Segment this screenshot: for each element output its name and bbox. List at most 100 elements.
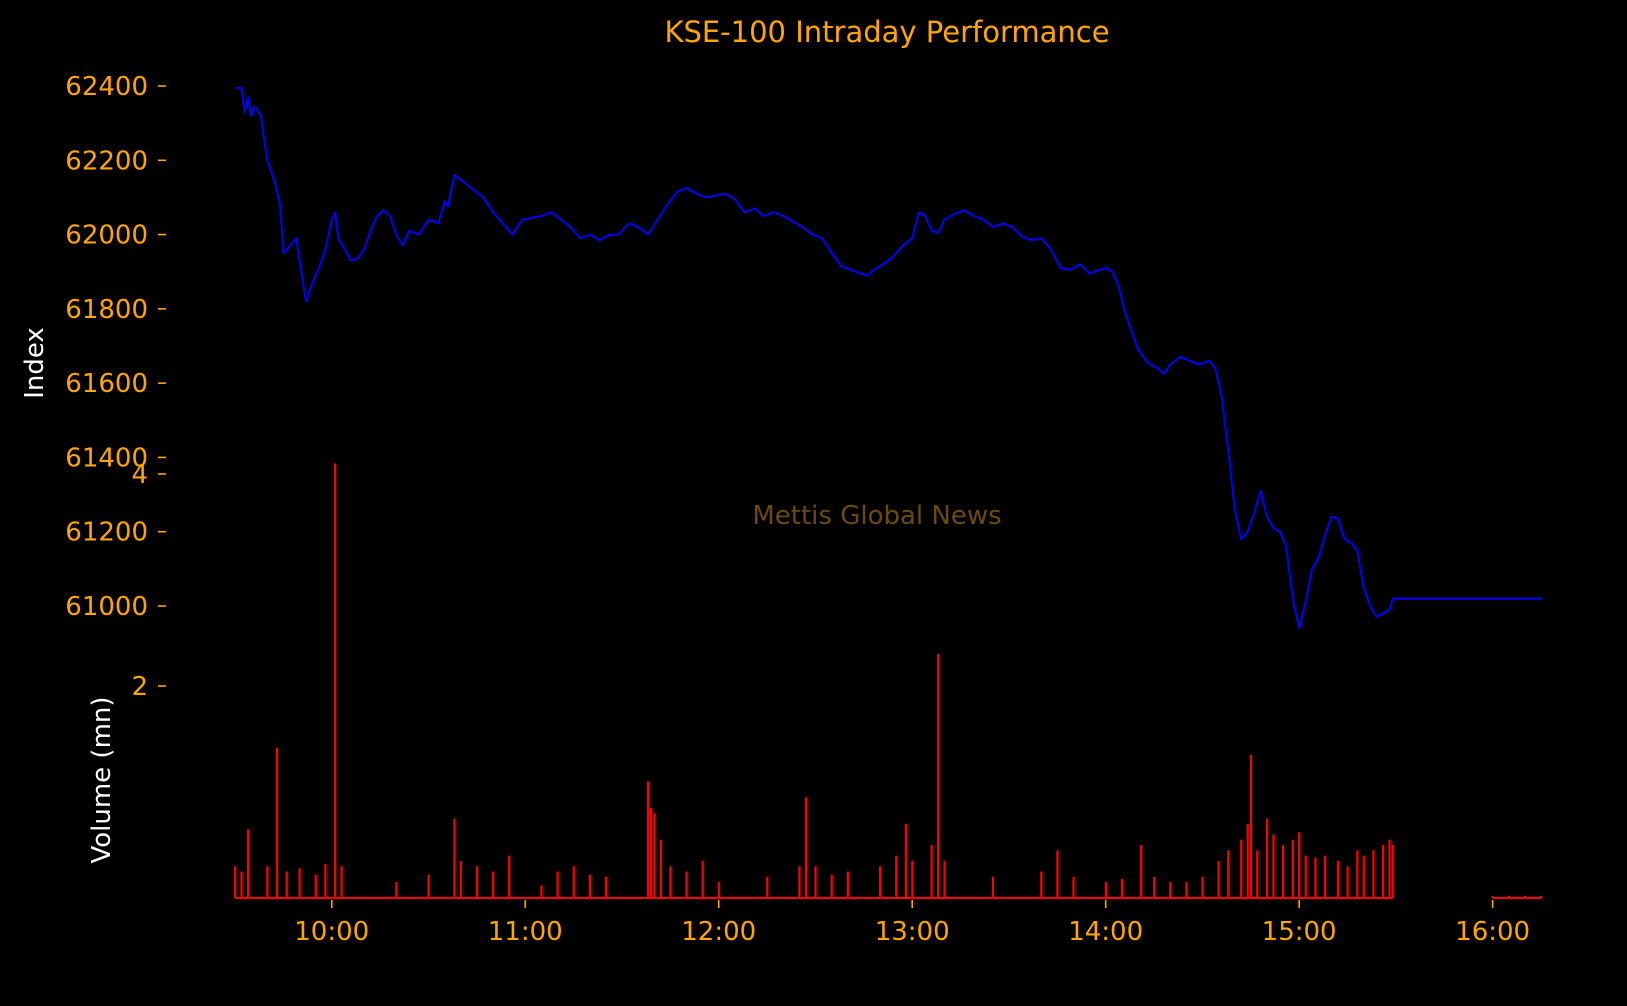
x-tick-label: 14:00 (1068, 917, 1143, 947)
index-plot-area (235, 86, 1541, 630)
volume-bar (1104, 882, 1107, 898)
volume-y-tick-label: 2 (131, 672, 148, 702)
volume-bar (1336, 860, 1339, 898)
volume-bar (1169, 882, 1172, 898)
volume-bar (1540, 895, 1543, 898)
volume-bar (266, 866, 269, 898)
watermark-text: Mettis Global News (752, 501, 1001, 531)
chart-title: KSE-100 Intraday Performance (664, 15, 1109, 49)
volume-bar (1227, 850, 1230, 898)
volume-bar (646, 781, 649, 898)
volume-bar (604, 876, 607, 898)
index-y-tick-label: 61400 (65, 443, 148, 473)
volume-bar (1246, 823, 1249, 898)
index-series-line (235, 86, 1541, 630)
volume-bar (395, 882, 398, 898)
volume-bar (540, 885, 543, 898)
volume-bar (766, 876, 769, 898)
index-y-tick-label: 61000 (65, 592, 148, 622)
volume-bar (508, 855, 511, 898)
index-y-tick-label: 61800 (65, 295, 148, 325)
index-y-tick-label: 62200 (65, 146, 148, 176)
volume-bar (1282, 845, 1285, 898)
volume-axis-label: Volume (mn) (87, 696, 117, 863)
volume-bar (588, 874, 591, 898)
volume-bar (1362, 855, 1365, 898)
volume-bar (650, 807, 653, 898)
volume-bar (459, 860, 462, 898)
volume-bar (1040, 871, 1043, 898)
index-y-tick-label: 62000 (65, 221, 148, 251)
volume-bar (1391, 845, 1394, 898)
time-x-axis: 10:00 11:00 12:00 13:00 14:00 15:00 16:00 (294, 900, 1530, 947)
volume-bar (1153, 876, 1156, 898)
volume-bar (314, 874, 317, 898)
x-tick-label: 11:00 (488, 917, 563, 947)
volume-bar (804, 797, 807, 898)
volume-bar (285, 871, 288, 898)
index-axis-label: Index (20, 327, 50, 399)
volume-bar (1491, 895, 1494, 898)
x-tick-label: 10:00 (294, 917, 369, 947)
volume-bar (1323, 855, 1327, 898)
volume-bar (324, 864, 327, 898)
volume-bar (1265, 818, 1269, 898)
index-y-axis: 61000 61200 61400 61600 61800 62000 62200 62400 (65, 72, 166, 622)
volume-bar (1185, 882, 1188, 898)
volume-bar (1291, 839, 1294, 898)
volume-bar (1388, 839, 1391, 898)
volume-bar (1217, 860, 1220, 898)
volume-bar (1272, 834, 1275, 898)
volume-bar (572, 866, 575, 898)
volume-bar (798, 866, 801, 898)
volume-bar (1523, 895, 1527, 898)
volume-bar (492, 871, 495, 898)
volume-bar (814, 866, 817, 898)
volume-bar (1346, 866, 1349, 898)
volume-bar (943, 860, 946, 898)
volume-bar (1240, 839, 1243, 898)
volume-bar (1314, 857, 1317, 898)
x-tick-label: 16:00 (1455, 917, 1530, 947)
volume-bar (1356, 850, 1359, 898)
volume-bar (1382, 845, 1385, 898)
volume-bar (556, 871, 559, 898)
volume-bar (717, 882, 720, 898)
volume-bar (275, 747, 279, 898)
volume-bar (878, 866, 882, 898)
volume-bar (659, 839, 662, 898)
index-y-tick-label: 61200 (65, 518, 148, 548)
volume-bar (475, 866, 479, 898)
volume-bar (1072, 876, 1075, 898)
volume-bar (1507, 895, 1510, 898)
x-tick-label: 15:00 (1262, 917, 1337, 947)
volume-bar (240, 871, 243, 898)
x-tick-label: 13:00 (875, 917, 950, 947)
volume-bar (904, 823, 907, 898)
volume-plot-area (234, 463, 1543, 899)
volume-bar (653, 813, 656, 898)
volume-bar (1304, 855, 1307, 898)
volume-bar (1140, 845, 1143, 898)
volume-bar (340, 866, 343, 898)
volume-bar (846, 871, 849, 898)
volume-bar (334, 463, 337, 898)
volume-bar (937, 654, 940, 898)
volume-bar (234, 866, 237, 898)
volume-bar (1056, 850, 1059, 898)
volume-bar (298, 868, 301, 898)
volume-bar (930, 845, 933, 898)
volume-bar (1201, 876, 1204, 898)
volume-bar (1249, 754, 1252, 898)
index-y-tick-label: 62400 (65, 72, 148, 102)
volume-y-axis: 24 (131, 460, 166, 702)
volume-bar (1298, 832, 1301, 898)
volume-bar (911, 860, 914, 898)
volume-bar (427, 874, 430, 898)
volume-bar (246, 829, 250, 898)
index-y-tick-label: 61600 (65, 369, 148, 399)
volume-bar (453, 818, 456, 898)
volume-bar (1372, 850, 1375, 898)
